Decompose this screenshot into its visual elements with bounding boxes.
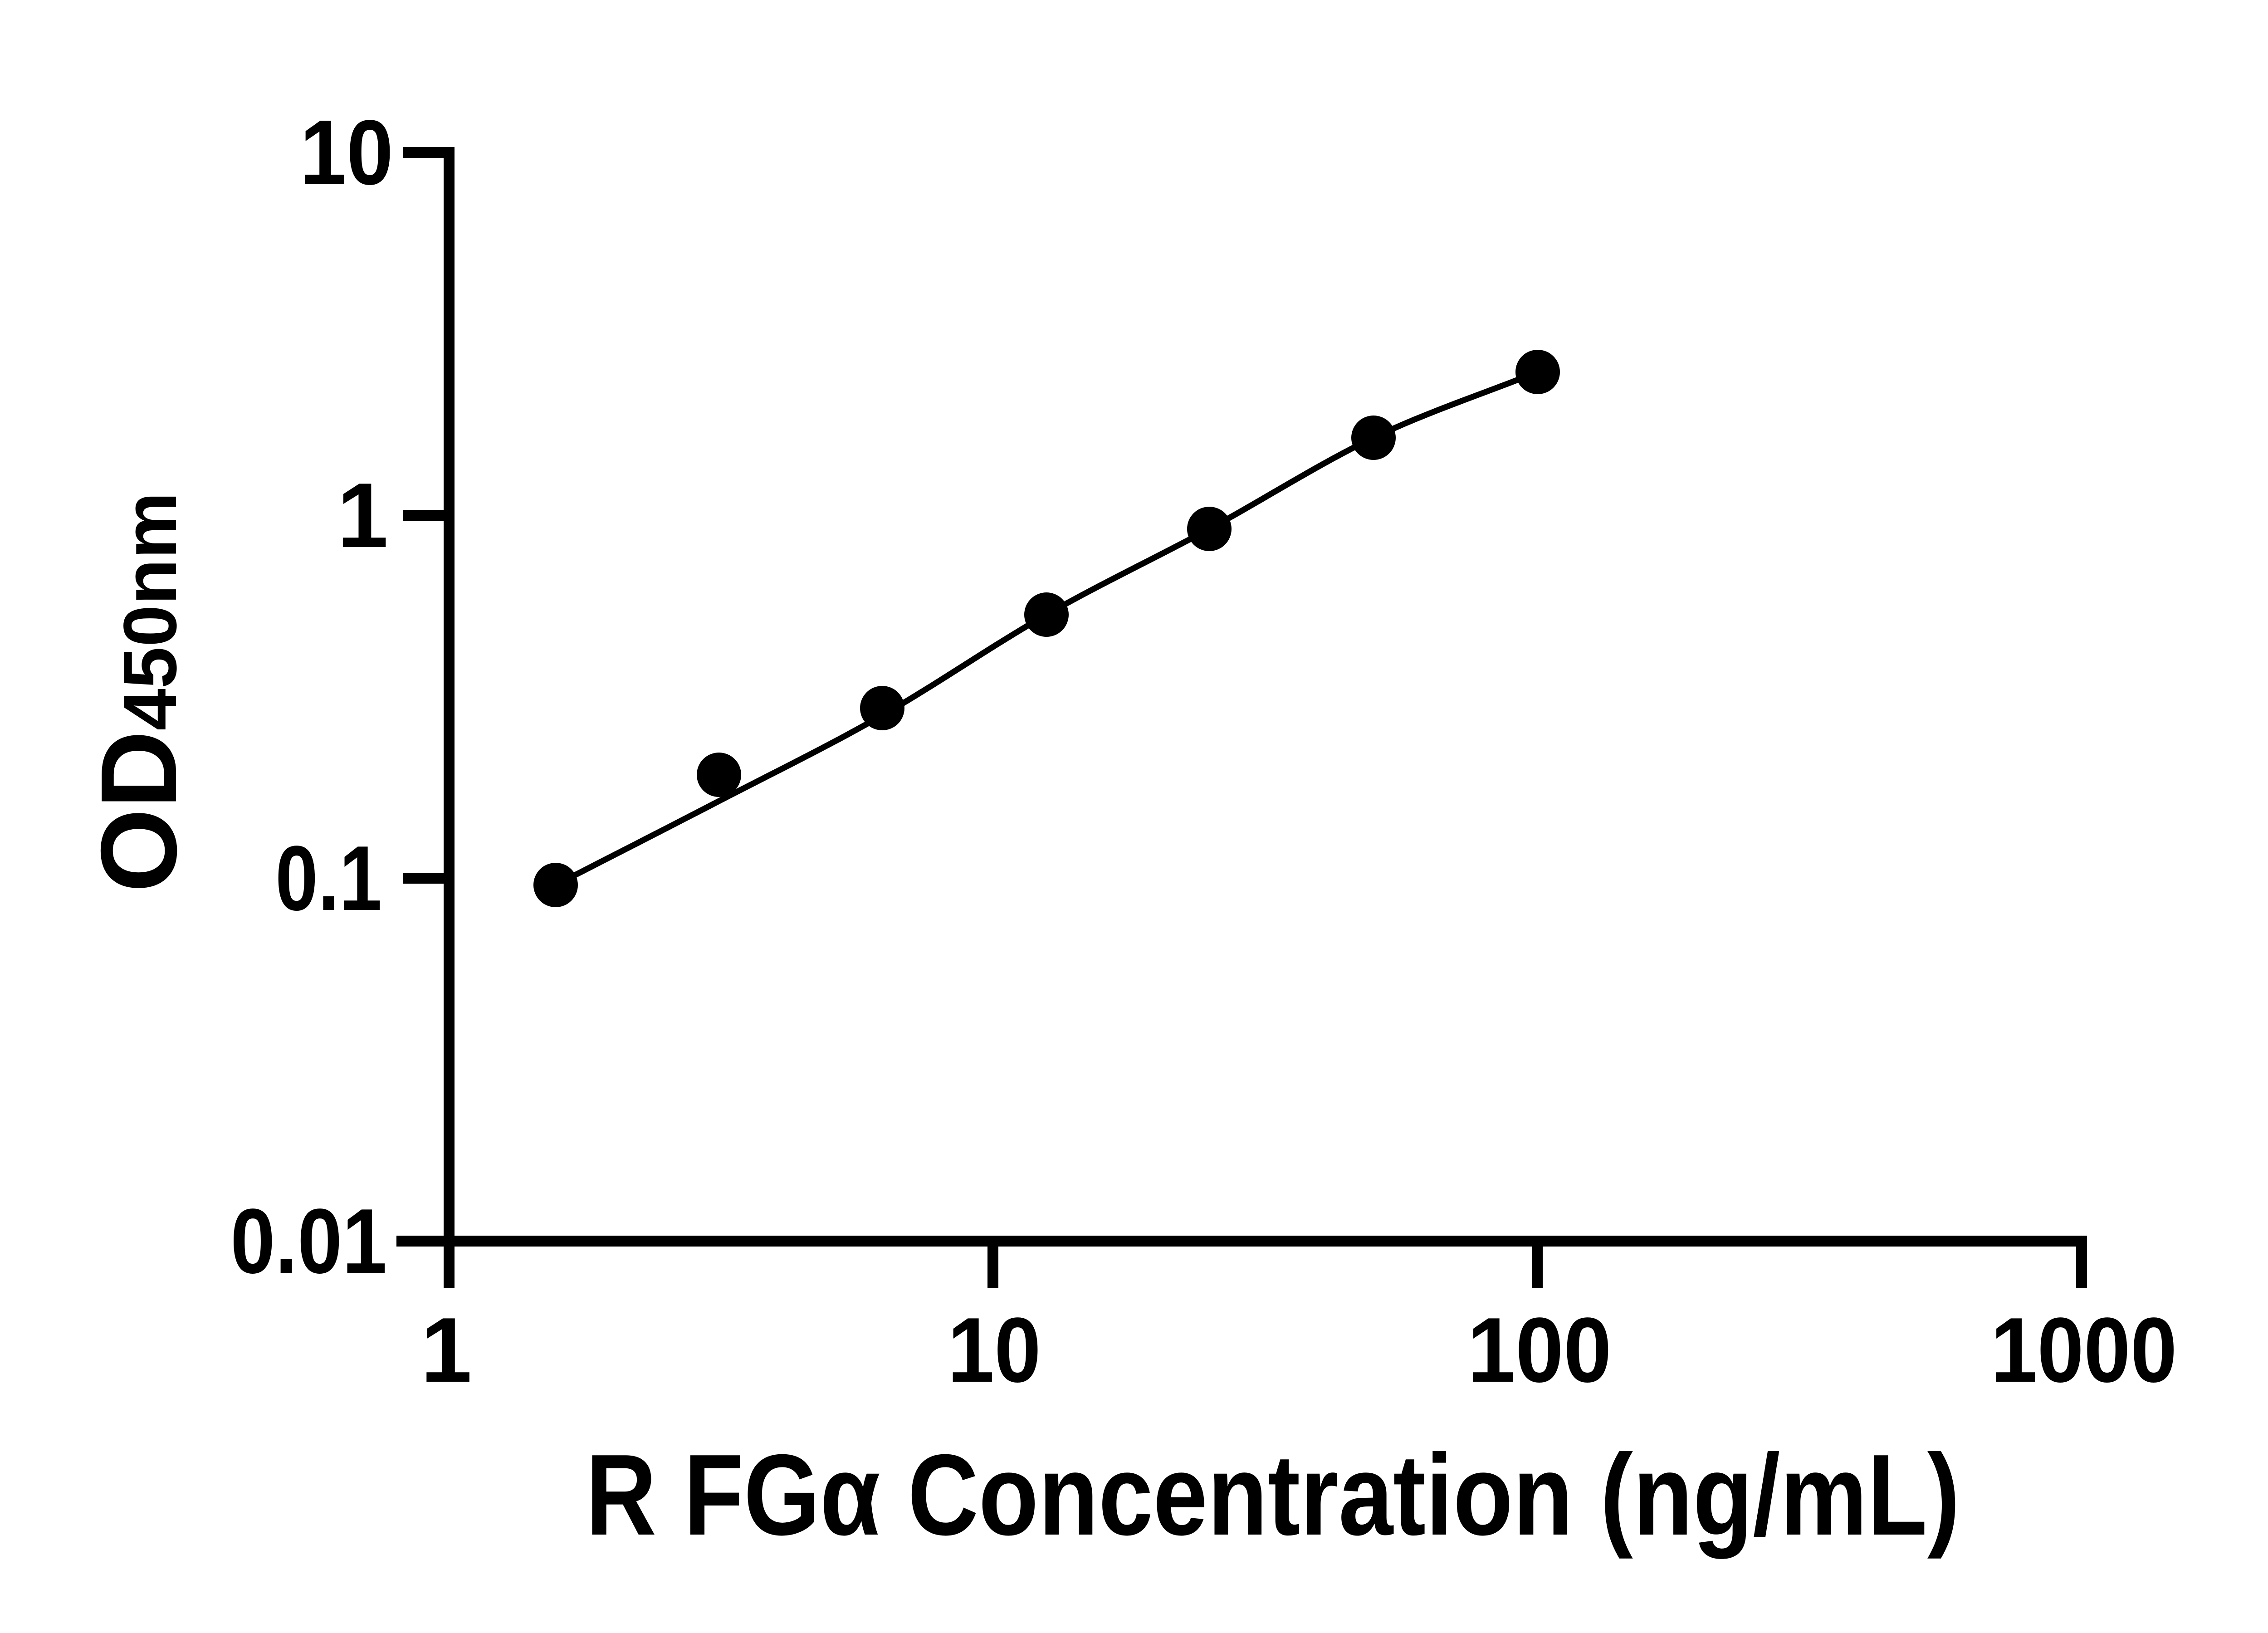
svg-text:1: 1 xyxy=(337,464,388,567)
svg-text:10: 10 xyxy=(300,101,393,204)
svg-text:100: 100 xyxy=(1467,1299,1612,1402)
svg-text:1000: 1000 xyxy=(1991,1299,2177,1402)
svg-text:10: 10 xyxy=(948,1299,1041,1402)
svg-text:0.01: 0.01 xyxy=(230,1190,387,1293)
svg-text:0.1: 0.1 xyxy=(275,827,382,930)
svg-text:OD450nm: OD450nm xyxy=(79,492,199,893)
svg-text:R FGα Concentration (ng/mL): R FGα Concentration (ng/mL) xyxy=(586,1430,1960,1559)
svg-text:1: 1 xyxy=(421,1299,472,1402)
